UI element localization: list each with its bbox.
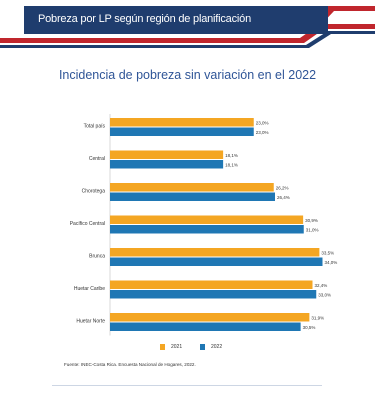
legend-item-2021: 2021 <box>160 344 182 350</box>
category-label: Chorotega <box>82 189 106 195</box>
bar-2022 <box>110 192 275 201</box>
category-label: Total país <box>84 124 106 130</box>
data-label: 34,0% <box>325 260 338 265</box>
data-label: 32,4% <box>315 283 328 288</box>
bar-2021 <box>110 183 274 192</box>
data-label: 31,0% <box>306 228 319 233</box>
data-label: 23,0% <box>256 121 269 126</box>
category-label: Huetar Norte <box>76 319 105 325</box>
data-label: 26,4% <box>277 195 290 200</box>
bar-2022 <box>110 290 317 299</box>
bar-2022 <box>110 127 254 136</box>
data-label: 31,9% <box>311 316 324 321</box>
bar-2021 <box>110 150 224 159</box>
data-label: 30,5% <box>303 325 316 330</box>
data-label: 18,1% <box>225 163 238 168</box>
category-label: Pacífico Central <box>70 221 105 227</box>
page-title: Pobreza por LP según región de planifica… <box>38 13 251 25</box>
legend-swatch-2021 <box>160 344 165 350</box>
category-label: Central <box>89 156 105 162</box>
bar-2022 <box>110 160 224 169</box>
header-band <box>24 6 328 34</box>
data-label: 23,0% <box>256 130 269 135</box>
bar-2022 <box>110 225 304 234</box>
chart-title: Incidencia de pobreza sin variación en e… <box>58 68 317 82</box>
bar-2021 <box>110 280 313 289</box>
red-stripe-lower <box>0 24 375 43</box>
data-label: 33,5% <box>321 251 334 256</box>
source-note: Fuente: INEC-Costa Rica. Encuesta Nacion… <box>64 362 196 367</box>
bar-2021 <box>110 313 310 322</box>
bar-2021 <box>110 118 254 127</box>
category-label: Brunca <box>89 254 105 260</box>
legend-label-2021: 2021 <box>171 344 183 350</box>
legend-label-2022: 2022 <box>211 344 223 350</box>
bar-2021 <box>110 215 304 224</box>
divider <box>52 385 322 386</box>
bar-2021 <box>110 248 320 257</box>
bar-2022 <box>110 257 323 266</box>
bar-2022 <box>110 322 301 331</box>
blue-stripe <box>0 31 375 48</box>
data-label: 26,2% <box>276 186 289 191</box>
legend-item-2022: 2022 <box>200 344 222 350</box>
category-label: Huetar Caribe <box>74 286 105 292</box>
data-label: 30,9% <box>305 218 318 223</box>
data-label: 33,0% <box>318 293 331 298</box>
legend-swatch-2022 <box>200 344 205 350</box>
data-label: 18,1% <box>225 153 238 158</box>
